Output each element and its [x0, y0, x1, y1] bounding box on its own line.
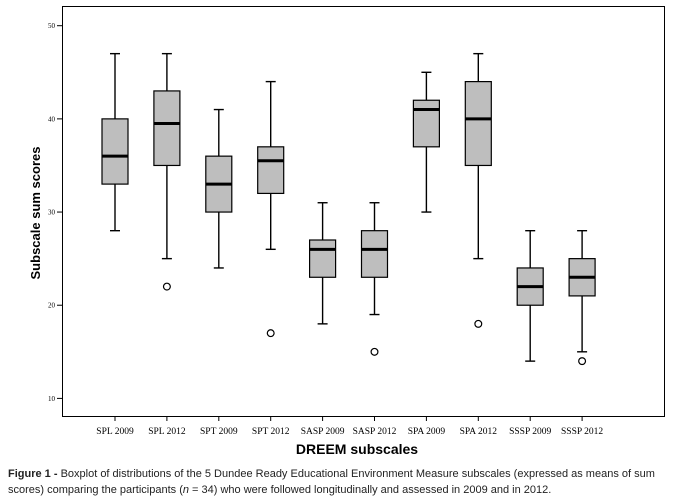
box-spl-2009: [101, 52, 129, 232]
iqr-box: [153, 90, 181, 167]
iqr-box: [309, 239, 337, 278]
y-axis: 10 20 30 40 50: [48, 22, 62, 403]
x-tick-label: SPA 2012: [460, 427, 498, 437]
box-sssp-2009: [516, 229, 544, 362]
iqr-box: [101, 118, 129, 185]
y-tick-label: 30: [48, 209, 56, 217]
caption-text-part2: = 34) who were followed longitudinally a…: [188, 484, 552, 496]
caption-n-symbol: n: [182, 484, 189, 496]
box-sasp-2009: [309, 202, 337, 325]
x-tick-label: SASP 2012: [353, 427, 397, 437]
caption-figure-label: Figure 1 -: [8, 468, 58, 480]
box-spt-2012: [257, 80, 285, 338]
x-tick-label: SSSP 2012: [561, 427, 603, 437]
x-tick-label: SASP 2009: [301, 427, 345, 437]
box-sssp-2012: [568, 229, 596, 366]
figure-caption: Figure 1 - Boxplot of distributions of t…: [8, 466, 676, 498]
x-tick-label: SPA 2009: [408, 427, 446, 437]
outlier-point: [266, 329, 275, 338]
x-tick-label: SPL 2009: [96, 427, 134, 437]
iqr-box: [360, 230, 389, 278]
y-tick-label: 40: [48, 115, 56, 123]
caption-text-part1: Boxplot of distributions of the 5 Dundee…: [8, 468, 655, 496]
x-tick-label: SSSP 2009: [509, 427, 551, 437]
outlier-point: [162, 282, 171, 291]
y-tick-label: 10: [48, 395, 56, 403]
boxplot-chart: 10 20 30 40 50 SPL 2009 SPL 2012 SPT 2009 SPT 2…: [28, 6, 665, 457]
iqr-box: [464, 81, 492, 167]
box-spl-2012: [153, 52, 181, 291]
y-tick-label: 20: [48, 302, 56, 310]
box-spt-2009: [205, 108, 233, 269]
x-tick-label: SPT 2012: [252, 427, 290, 437]
outlier-point: [578, 357, 587, 366]
outlier-point: [474, 319, 483, 328]
box-spa-2009: [412, 71, 440, 213]
x-axis-title: DREEM subscales: [296, 441, 418, 457]
outlier-point: [370, 347, 379, 356]
y-tick-label: 50: [48, 22, 56, 30]
x-tick-label: SPT 2009: [200, 427, 238, 437]
iqr-box: [257, 146, 285, 195]
iqr-box: [412, 99, 440, 148]
box-sasp-2012: [360, 202, 389, 356]
plot-frame: [62, 6, 665, 417]
boxes: [101, 52, 596, 366]
x-tick-label: SPL 2012: [148, 427, 186, 437]
y-axis-title: Subscale sum scores: [28, 147, 43, 280]
box-spa-2012: [464, 52, 492, 328]
x-axis: SPL 2009 SPL 2012 SPT 2009 SPT 2012 SASP 200…: [96, 416, 603, 437]
